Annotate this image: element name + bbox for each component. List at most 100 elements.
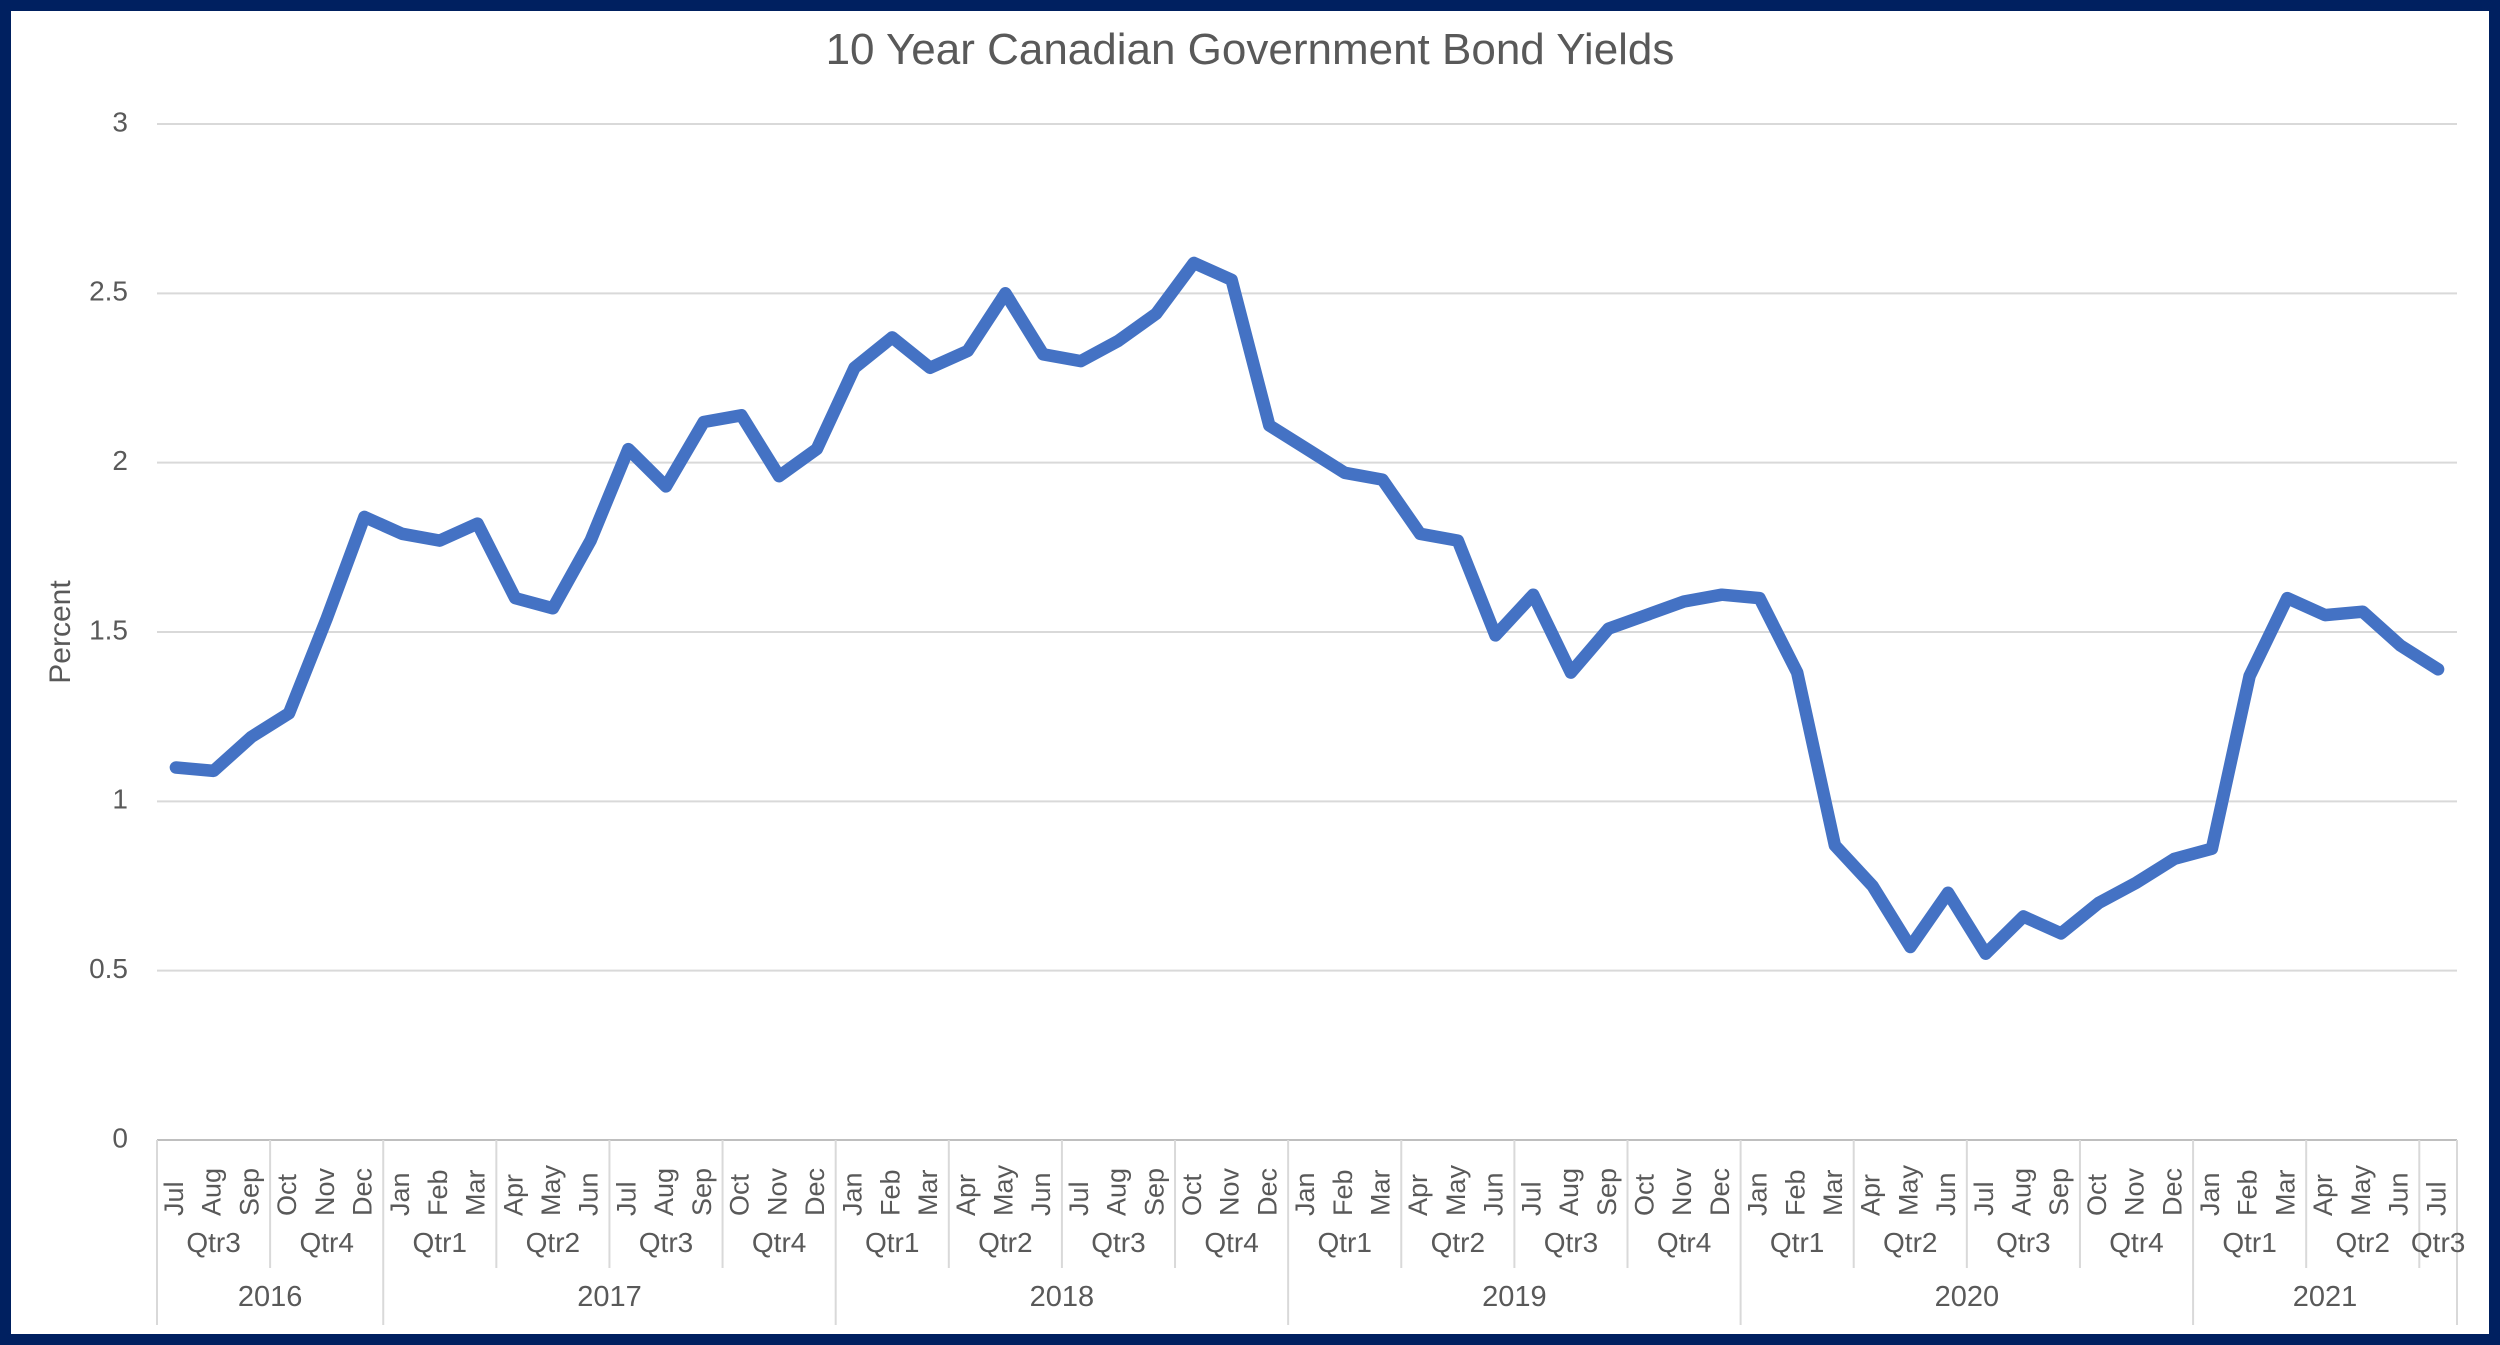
x-axis-month-label: Jun: [574, 1172, 604, 1216]
x-axis-month-label: Mar: [461, 1169, 491, 1216]
x-axis-year-label: 2019: [1482, 1281, 1547, 1313]
y-axis-tick-label: 1: [112, 784, 128, 815]
chart-title: 10 Year Canadian Government Bond Yields: [825, 25, 1675, 74]
x-axis-month-label: Jul: [1064, 1181, 1094, 1216]
x-axis-month-label: Aug: [197, 1168, 227, 1216]
x-axis-month-label: Jun: [2384, 1172, 2414, 1216]
x-axis-month-label: Nov: [1667, 1167, 1697, 1216]
x-axis-quarter-label: Qtr3: [2411, 1227, 2465, 1258]
x-axis-quarter-label: Qtr2: [1883, 1227, 1937, 1258]
x-axis-month-label: Oct: [1629, 1173, 1659, 1216]
x-axis-month-label: Oct: [2082, 1173, 2112, 1216]
x-axis-quarter-label: Qtr4: [752, 1227, 806, 1258]
x-axis-month-label: May: [536, 1164, 566, 1216]
y-axis-tick-label: 2: [112, 445, 128, 476]
x-axis-month-label: May: [988, 1164, 1018, 1216]
x-axis-month-label: Jul: [1969, 1181, 1999, 1216]
x-axis-year-label: 2020: [1935, 1281, 2000, 1313]
x-axis-month-label: Dec: [348, 1168, 378, 1216]
x-axis-quarter-label: Qtr3: [639, 1227, 693, 1258]
x-axis-month-label: May: [1441, 1164, 1471, 1216]
x-axis-month-label: Jul: [2421, 1181, 2451, 1216]
x-axis-month-label: Apr: [1403, 1174, 1433, 1216]
x-axis-quarter-label: Qtr1: [1770, 1227, 1824, 1258]
yield-series-line: [169, 256, 2445, 960]
x-axis-month-label: Jan: [1290, 1172, 1320, 1216]
x-axis-month-label: Aug: [2007, 1168, 2037, 1216]
y-axis-tick-label: 3: [112, 106, 128, 137]
x-axis-month-label: Nov: [2120, 1167, 2150, 1216]
x-axis-quarter-label: Qtr1: [413, 1227, 467, 1258]
y-axis-tick-label: 1.5: [89, 614, 128, 645]
x-axis-month-label: Feb: [1780, 1169, 1810, 1216]
x-axis-month-label: Feb: [875, 1169, 905, 1216]
x-axis-quarter-label: Qtr2: [978, 1227, 1032, 1258]
x-axis-month-label: Nov: [762, 1167, 792, 1216]
x-axis-month-label: Aug: [649, 1168, 679, 1216]
x-axis-month-label: Apr: [498, 1174, 528, 1216]
x-axis-month-label: Feb: [2233, 1169, 2263, 1216]
x-axis-quarter-label: Qtr1: [1317, 1227, 1371, 1258]
x-axis-quarter-label: Qtr3: [1091, 1227, 1145, 1258]
x-axis-month-label: Jul: [1516, 1181, 1546, 1216]
x-axis-month-label: Aug: [1554, 1168, 1584, 1216]
x-axis-month-label: Jun: [1026, 1172, 1056, 1216]
x-axis-quarter-label: Qtr1: [2222, 1227, 2276, 1258]
y-axis-tick-label: 0.5: [89, 953, 128, 984]
x-axis-month-label: Feb: [423, 1169, 453, 1216]
x-axis-quarter-label: Qtr4: [2109, 1227, 2163, 1258]
x-axis-month-label: Apr: [2308, 1174, 2338, 1216]
x-axis-quarter-label: Qtr1: [865, 1227, 919, 1258]
x-axis-quarter-label: Qtr2: [526, 1227, 580, 1258]
x-axis-month-label: Sep: [1139, 1168, 1169, 1216]
x-axis-month-label: Mar: [913, 1169, 943, 1216]
x-axis-month-label: Jun: [1479, 1172, 1509, 1216]
x-axis-year-label: 2016: [238, 1281, 303, 1313]
x-axis-quarter-label: Qtr4: [1657, 1227, 1711, 1258]
y-axis-tick-label: 2.5: [89, 276, 128, 307]
x-axis-quarter-label: Qtr2: [2336, 1227, 2390, 1258]
x-axis-month-label: Jul: [611, 1181, 641, 1216]
x-axis-month-label: Dec: [2157, 1168, 2187, 1216]
x-axis-month-label: Oct: [725, 1173, 755, 1216]
x-axis-month-label: Jan: [2195, 1172, 2225, 1216]
x-axis-year-label: 2017: [577, 1281, 642, 1313]
x-axis-month-label: May: [2346, 1164, 2376, 1216]
x-axis-month-label: May: [1893, 1164, 1923, 1216]
x-axis-month-label: Jan: [385, 1172, 415, 1216]
y-axis-title: Percent: [44, 580, 77, 684]
x-axis-month-label: Sep: [2044, 1168, 2074, 1216]
x-axis-month-label: Mar: [1818, 1169, 1848, 1216]
x-axis-month-label: Oct: [1177, 1173, 1207, 1216]
x-axis-quarter-label: Qtr3: [1996, 1227, 2050, 1258]
x-axis-quarter-label: Qtr3: [1544, 1227, 1598, 1258]
x-axis-year-label: 2021: [2293, 1281, 2358, 1313]
x-axis-month-label: Dec: [800, 1168, 830, 1216]
x-axis-month-label: Aug: [1102, 1168, 1132, 1216]
x-axis-year-label: 2018: [1030, 1281, 1095, 1313]
x-axis-month-label: Jan: [838, 1172, 868, 1216]
x-axis-month-label: Mar: [1366, 1169, 1396, 1216]
x-axis-month-label: Apr: [951, 1174, 981, 1216]
x-axis-month-label: Dec: [1705, 1168, 1735, 1216]
x-axis-month-label: Dec: [1252, 1168, 1282, 1216]
x-axis-month-label: Jun: [1931, 1172, 1961, 1216]
x-axis-month-label: Mar: [2270, 1169, 2300, 1216]
x-axis-month-label: Apr: [1856, 1174, 1886, 1216]
x-axis-quarter-label: Qtr3: [186, 1227, 240, 1258]
x-axis-month-label: Feb: [1328, 1169, 1358, 1216]
x-axis-month-label: Sep: [234, 1168, 264, 1216]
x-axis-month-label: Jul: [159, 1181, 189, 1216]
x-axis-month-label: Oct: [272, 1173, 302, 1216]
x-axis-month-label: Nov: [1215, 1167, 1245, 1216]
x-axis-month-label: Sep: [687, 1168, 717, 1216]
x-axis-quarter-label: Qtr2: [1431, 1227, 1485, 1258]
x-axis-quarter-label: Qtr4: [299, 1227, 353, 1258]
x-axis-month-label: Sep: [1592, 1168, 1622, 1216]
x-axis-month-label: Jan: [1743, 1172, 1773, 1216]
y-axis-tick-label: 0: [112, 1122, 128, 1153]
x-axis-month-label: Nov: [310, 1167, 340, 1216]
x-axis-quarter-label: Qtr4: [1204, 1227, 1258, 1258]
